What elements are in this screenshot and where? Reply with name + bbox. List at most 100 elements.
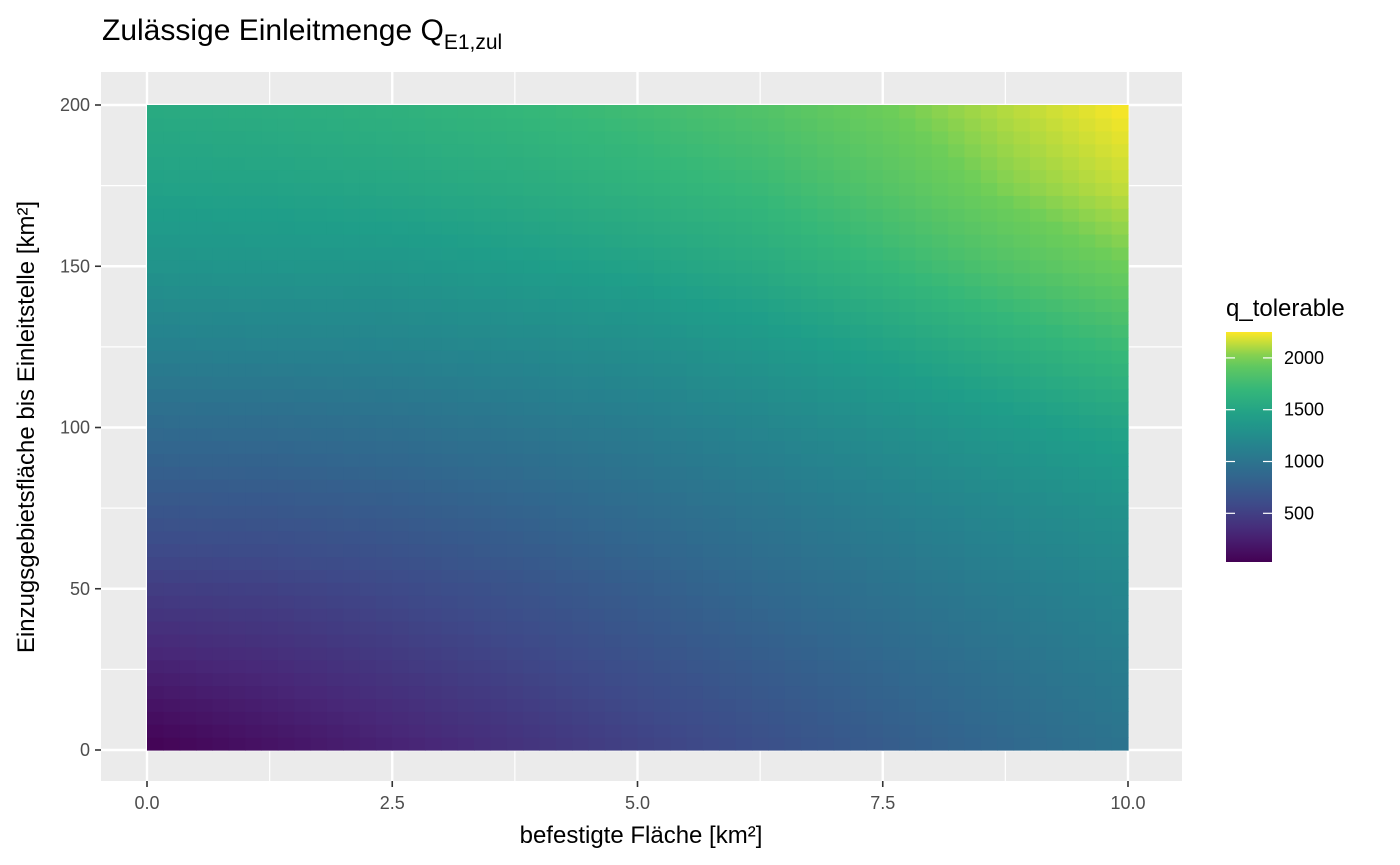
- heatmap-tile: [523, 530, 540, 545]
- heatmap-tile: [212, 401, 230, 416]
- heatmap-tile: [506, 556, 524, 570]
- heatmap-tile: [882, 350, 900, 364]
- heatmap-tile: [588, 388, 606, 403]
- heatmap-tile: [245, 221, 263, 235]
- heatmap-tile: [850, 259, 867, 274]
- heatmap-tile: [343, 724, 361, 738]
- heatmap-tile: [1029, 272, 1047, 287]
- heatmap-tile: [997, 698, 1015, 712]
- heatmap-tile: [1062, 272, 1080, 287]
- heatmap-tile: [163, 724, 181, 738]
- heatmap-tile: [1111, 633, 1129, 648]
- heatmap-tile: [359, 259, 377, 274]
- heatmap-tile: [964, 285, 982, 300]
- heatmap-tile: [196, 208, 213, 222]
- heatmap-tile: [899, 234, 917, 248]
- heatmap-tile: [441, 492, 459, 506]
- heatmap-tile: [964, 182, 982, 196]
- heatmap-tile: [948, 246, 966, 261]
- heatmap-tile: [147, 569, 164, 583]
- heatmap-tile: [310, 724, 328, 738]
- heatmap-tile: [457, 259, 475, 274]
- heatmap-tile: [980, 633, 998, 648]
- heatmap-tile: [833, 698, 851, 712]
- heatmap-tile: [866, 492, 884, 506]
- heatmap-tile: [539, 285, 557, 300]
- heatmap-tile: [833, 492, 851, 506]
- heatmap-tile: [882, 285, 900, 300]
- heatmap-tile: [196, 272, 213, 287]
- heatmap-tile: [375, 259, 393, 274]
- heatmap-tile: [555, 504, 573, 519]
- heatmap-tile: [343, 621, 361, 635]
- heatmap-tile: [147, 143, 164, 158]
- heatmap-tile: [343, 285, 361, 300]
- heatmap-tile: [850, 143, 867, 158]
- heatmap-tile: [572, 337, 590, 351]
- heatmap-tile: [245, 737, 263, 751]
- heatmap-tile: [424, 492, 442, 506]
- heatmap-tile: [375, 517, 393, 532]
- heatmap-tile: [343, 337, 361, 351]
- heatmap-tile: [931, 272, 949, 287]
- heatmap-tile: [866, 621, 884, 635]
- heatmap-tile: [1029, 105, 1047, 119]
- heatmap-tile: [539, 208, 557, 222]
- heatmap-tile: [539, 569, 557, 583]
- heatmap-tile: [653, 621, 671, 635]
- heatmap-tile: [424, 427, 442, 441]
- heatmap-tile: [735, 298, 753, 312]
- heatmap-tile: [1078, 659, 1096, 674]
- heatmap-tile: [523, 608, 540, 622]
- heatmap-tile: [261, 737, 279, 751]
- heatmap-tile: [343, 453, 361, 467]
- heatmap-tile: [245, 169, 263, 183]
- heatmap-tile: [228, 659, 246, 674]
- heatmap-tile: [163, 427, 181, 441]
- heatmap-tile: [1062, 530, 1080, 545]
- heatmap-tile: [980, 685, 998, 699]
- heatmap-tile: [572, 169, 590, 183]
- heatmap-tile: [441, 298, 459, 312]
- heatmap-tile: [637, 208, 655, 222]
- heatmap-tile: [1078, 221, 1096, 235]
- heatmap-tile: [572, 724, 590, 738]
- heatmap-tile: [735, 608, 753, 622]
- heatmap-tile: [931, 672, 949, 687]
- heatmap-tile: [899, 195, 917, 209]
- heatmap-tile: [980, 479, 998, 493]
- heatmap-tile: [457, 517, 475, 532]
- heatmap-tile: [751, 466, 769, 480]
- heatmap-tile: [294, 337, 312, 351]
- heatmap-tile: [719, 672, 737, 687]
- heatmap-tile: [653, 208, 671, 222]
- heatmap-tile: [294, 453, 312, 467]
- heatmap-tile: [882, 169, 900, 183]
- heatmap-tile: [277, 234, 295, 248]
- heatmap-tile: [882, 105, 900, 119]
- heatmap-tile: [474, 143, 491, 158]
- heatmap-tile: [702, 414, 720, 429]
- heatmap-tile: [1111, 737, 1129, 751]
- heatmap-tile: [1013, 337, 1031, 351]
- heatmap-tile: [817, 582, 835, 596]
- heatmap-tile: [980, 285, 998, 300]
- heatmap-tile: [735, 492, 753, 506]
- heatmap-tile: [686, 492, 704, 506]
- heatmap-tile: [523, 337, 540, 351]
- heatmap-tile: [833, 169, 851, 183]
- heatmap-tile: [310, 517, 328, 532]
- heatmap-tile: [1111, 246, 1129, 261]
- heatmap-tile: [915, 466, 933, 480]
- heatmap-tile: [1111, 492, 1129, 506]
- heatmap-tile: [768, 492, 786, 506]
- heatmap-tile: [359, 156, 377, 171]
- heatmap-tile: [686, 208, 704, 222]
- heatmap-tile: [784, 466, 802, 480]
- heatmap-tile: [850, 453, 867, 467]
- heatmap-tile: [686, 595, 704, 609]
- heatmap-tile: [277, 466, 295, 480]
- heatmap-tile: [1078, 259, 1096, 274]
- x-tick-label: 0.0: [134, 793, 159, 813]
- heatmap-tile: [310, 685, 328, 699]
